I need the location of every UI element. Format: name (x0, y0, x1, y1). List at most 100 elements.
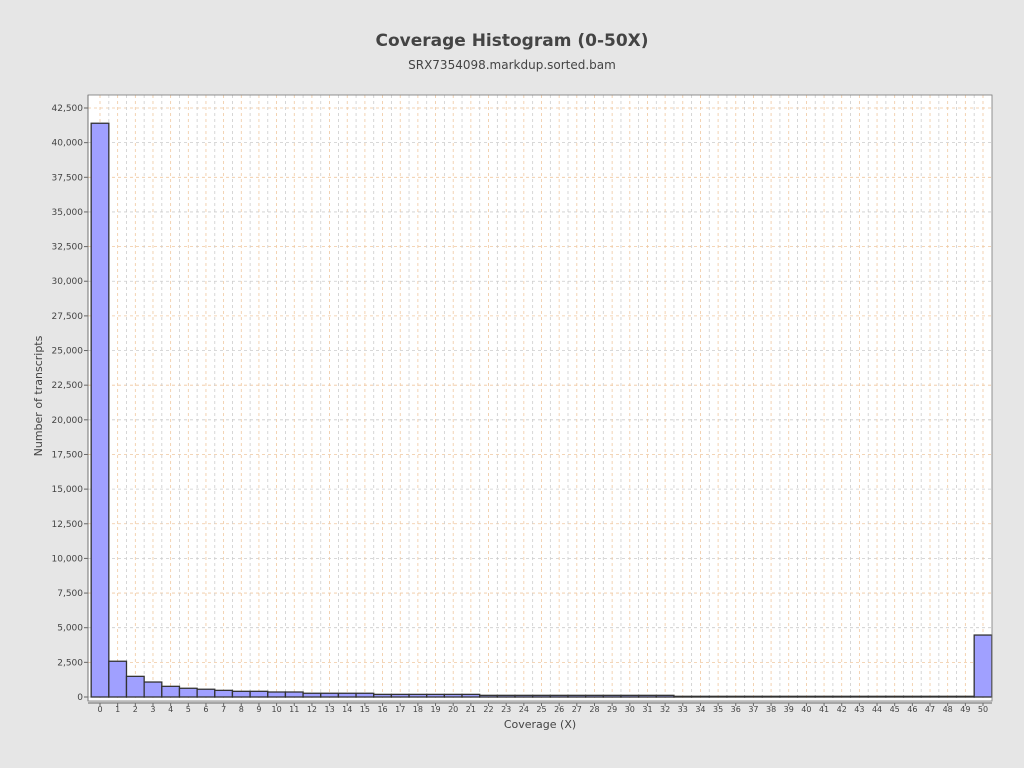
bar-43 (849, 695, 869, 698)
bar-8 (231, 690, 251, 698)
bar-24 (514, 694, 534, 698)
x-tick-label: 48 (943, 705, 953, 714)
bar-49 (955, 695, 975, 698)
x-tick-label: 2 (133, 705, 138, 714)
bar-7 (214, 689, 234, 698)
bar-14 (337, 692, 357, 698)
bar-13 (320, 692, 340, 698)
x-tick-label: 38 (766, 705, 776, 714)
x-tick-label: 8 (239, 705, 244, 714)
chart-title: Coverage Histogram (0-50X) (375, 31, 649, 51)
bar-29 (602, 694, 622, 698)
bar-4 (161, 685, 181, 698)
x-tick-label: 6 (203, 705, 208, 714)
x-tick-label: 15 (360, 705, 370, 714)
bar-0 (90, 122, 110, 698)
bar-48 (938, 695, 958, 698)
x-tick-label: 42 (837, 705, 847, 714)
bar-5 (178, 687, 198, 698)
x-tick-label: 33 (678, 705, 688, 714)
bar-20 (443, 693, 463, 698)
x-tick-label: 23 (501, 705, 511, 714)
bar-6 (196, 688, 216, 698)
x-tick-label: 10 (272, 705, 282, 714)
bar-27 (567, 694, 587, 698)
bar-46 (902, 695, 922, 698)
bar-1 (108, 660, 128, 698)
x-tick-label: 0 (97, 705, 102, 714)
x-tick-label: 40 (801, 705, 811, 714)
bar-50 (973, 634, 993, 698)
y-tick-label: 0 (77, 693, 83, 703)
x-tick-label: 3 (150, 705, 155, 714)
x-tick-label: 46 (907, 705, 917, 714)
bar-2 (125, 675, 145, 698)
y-tick-label: 30,000 (52, 277, 84, 287)
bar-21 (461, 693, 481, 698)
bar-39 (779, 695, 799, 698)
y-tick-label: 37,500 (52, 173, 84, 183)
x-tick-label: 37 (748, 705, 758, 714)
x-tick-label: 21 (466, 705, 476, 714)
x-tick-label: 34 (695, 705, 705, 714)
x-tick-label: 39 (784, 705, 794, 714)
x-tick-label: 35 (713, 705, 723, 714)
bar-40 (796, 695, 816, 698)
bar-10 (267, 691, 287, 698)
x-tick-label: 20 (448, 705, 458, 714)
x-tick-label: 43 (854, 705, 864, 714)
x-tick-label: 27 (572, 705, 582, 714)
bar-41 (814, 695, 834, 698)
x-tick-label: 18 (413, 705, 423, 714)
bar-45 (885, 695, 905, 698)
x-tick-label: 4 (168, 705, 173, 714)
y-tick-label: 12,500 (52, 520, 84, 530)
x-tick-label: 31 (642, 705, 652, 714)
x-tick-label: 28 (589, 705, 599, 714)
y-tick-label: 5,000 (57, 624, 83, 634)
x-tick-label: 17 (395, 705, 405, 714)
bar-9 (249, 690, 269, 698)
y-tick-label: 15,000 (52, 485, 84, 495)
x-tick-label: 44 (872, 705, 882, 714)
bar-25 (532, 694, 551, 698)
chart-subtitle: SRX7354098.markdup.sorted.bam (408, 58, 616, 72)
x-tick-label: 1 (115, 705, 120, 714)
bar-36 (726, 695, 746, 698)
y-tick-label: 32,500 (52, 243, 84, 253)
bar-34 (690, 695, 710, 698)
x-tick-label: 45 (890, 705, 900, 714)
x-tick-label: 50 (978, 705, 988, 714)
bar-17 (390, 693, 410, 698)
y-tick-label: 40,000 (52, 139, 84, 149)
y-tick-label: 7,500 (57, 589, 83, 599)
x-tick-label: 5 (186, 705, 191, 714)
bar-38 (761, 695, 781, 698)
x-tick-label: 30 (625, 705, 635, 714)
x-tick-label: 41 (819, 705, 829, 714)
y-tick-label: 42,500 (52, 104, 84, 114)
bar-12 (302, 692, 322, 698)
x-tick-label: 19 (430, 705, 440, 714)
bar-28 (585, 694, 604, 698)
x-tick-label: 25 (536, 705, 546, 714)
x-tick-label: 16 (377, 705, 387, 714)
bar-26 (549, 694, 569, 698)
bar-15 (355, 692, 375, 698)
x-tick-label: 11 (289, 705, 299, 714)
plot-border (87, 94, 993, 702)
x-tick-label: 13 (324, 705, 334, 714)
x-axis-label: Coverage (X) (504, 718, 576, 731)
y-tick-label: 20,000 (52, 416, 84, 426)
bar-3 (143, 681, 163, 698)
y-tick-label: 2,500 (57, 658, 83, 668)
x-tick-label: 26 (554, 705, 564, 714)
bar-33 (673, 695, 693, 698)
y-tick-label: 17,500 (52, 450, 84, 460)
bar-32 (655, 694, 675, 698)
y-tick-label: 35,000 (52, 208, 84, 218)
x-tick-label: 29 (607, 705, 617, 714)
x-tick-label: 32 (660, 705, 670, 714)
x-tick-label: 7 (221, 705, 226, 714)
